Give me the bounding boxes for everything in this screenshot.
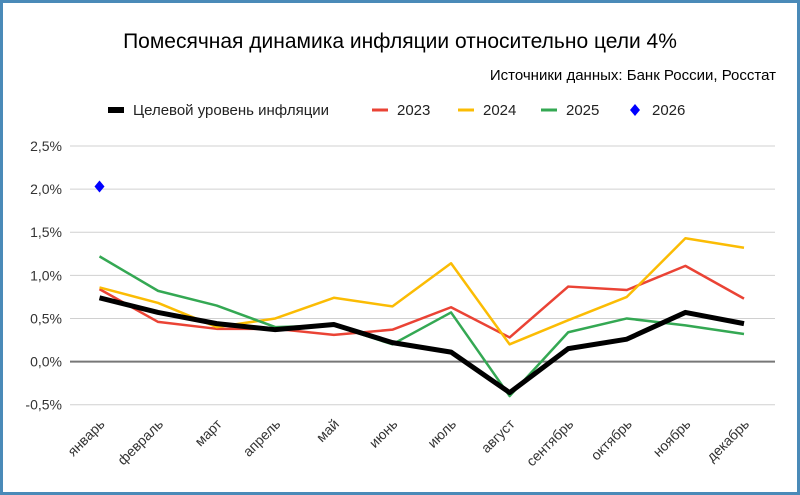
series-line-target <box>98 295 745 396</box>
x-tick-label: май <box>313 416 342 445</box>
legend-item: 2025 <box>541 102 599 119</box>
x-tick-label: март <box>191 415 225 449</box>
chart-subtitle: Источники данных: Банк России, Росстат <box>490 67 776 84</box>
x-tick-label: октябрь <box>587 416 634 463</box>
y-tick-label: 0,5% <box>30 310 62 326</box>
legend-swatch <box>630 104 640 116</box>
y-tick-label: -0,5% <box>25 397 62 413</box>
x-tick-label: июль <box>424 416 459 451</box>
x-tick-label: декабрь <box>703 416 752 465</box>
x-tick-label: январь <box>64 416 107 459</box>
legend-label: Целевой уровень инфляции <box>133 102 329 119</box>
legend-item: Целевой уровень инфляции <box>108 102 329 119</box>
legend-label: 2024 <box>483 102 516 119</box>
x-tick-label: февраль <box>114 416 166 468</box>
y-tick-label: 2,0% <box>30 181 62 197</box>
legend-item: 2026 <box>630 102 685 119</box>
x-tick-label: ноябрь <box>650 416 694 460</box>
y-tick-label: 1,0% <box>30 267 62 283</box>
y-tick-label: 2,5% <box>30 138 62 154</box>
legend-item: 2023 <box>372 102 430 119</box>
legend-item: 2024 <box>458 102 516 119</box>
legend-label: 2023 <box>397 102 430 119</box>
chart-title: Помесячная динамика инфляции относительн… <box>123 30 677 53</box>
y-tick-label: 1,5% <box>30 224 62 240</box>
x-tick-label: апрель <box>240 416 284 460</box>
data-point-2026 <box>94 180 105 193</box>
legend-label: 2026 <box>652 102 685 119</box>
series-line-2025 <box>98 255 745 398</box>
x-tick-label: сентябрь <box>523 416 576 469</box>
y-tick-label: 0,0% <box>30 354 62 370</box>
x-tick-label: август <box>478 415 518 455</box>
legend-label: 2025 <box>566 102 599 119</box>
x-tick-label: июнь <box>366 416 401 451</box>
